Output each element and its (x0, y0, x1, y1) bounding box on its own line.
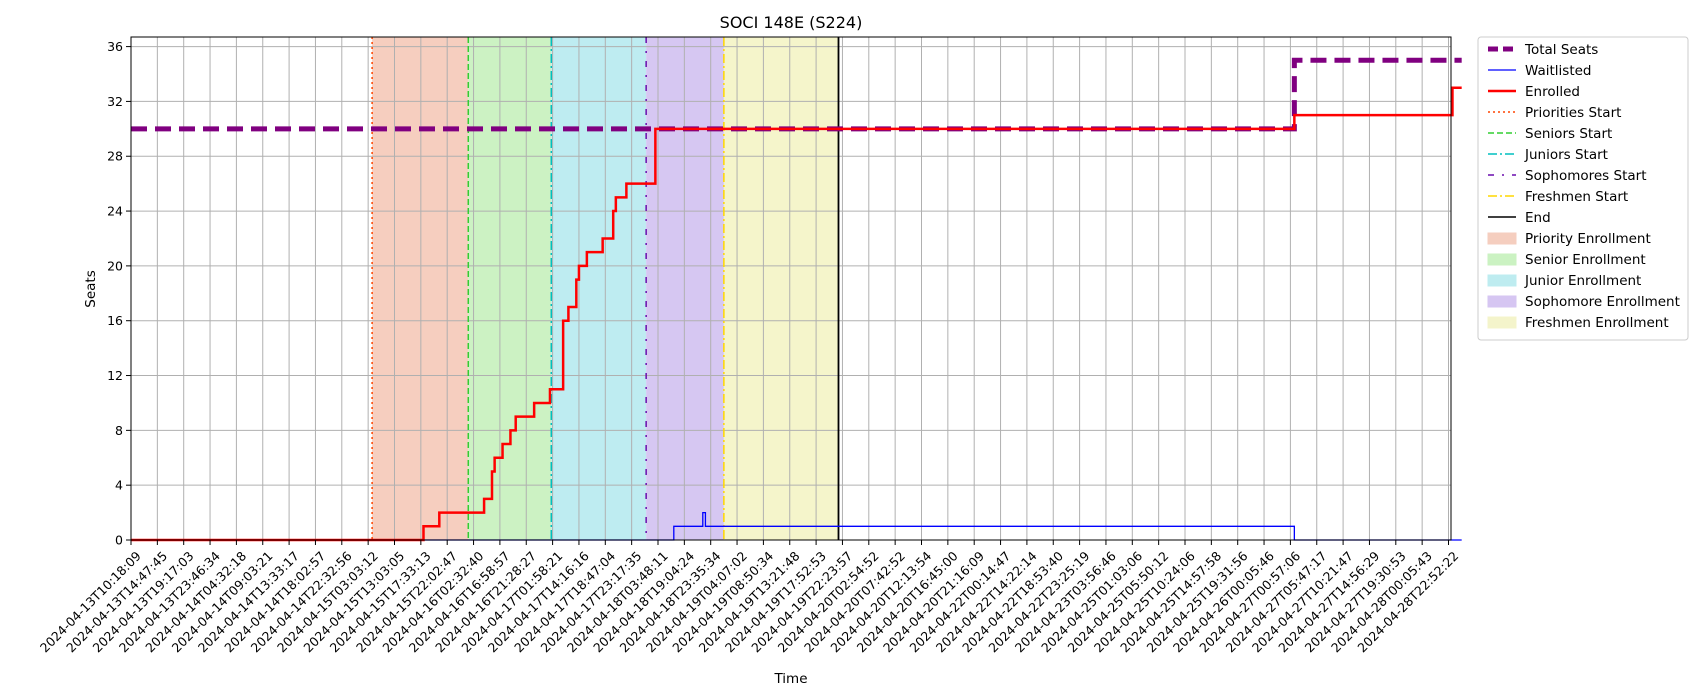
period-band-2 (551, 37, 647, 540)
legend-label-9: Priority Enrollment (1525, 231, 1651, 247)
legend-label-7: Freshmen Start (1525, 189, 1628, 205)
y-tick-label: 12 (107, 368, 123, 383)
y-tick-label: 24 (107, 204, 123, 219)
y-tick-label: 36 (107, 39, 123, 54)
legend-label-4: Seniors Start (1525, 126, 1612, 142)
legend-swatch-9 (1487, 232, 1517, 245)
legend-label-8: End (1525, 210, 1551, 226)
y-tick-label: 0 (115, 533, 123, 548)
legend-label-12: Sophomore Enrollment (1525, 294, 1680, 310)
legend-label-1: Waitlisted (1525, 63, 1592, 79)
y-tick-label: 4 (115, 478, 123, 493)
y-tick-label: 28 (107, 149, 123, 164)
legend-swatch-13 (1487, 316, 1517, 329)
period-band-4 (723, 37, 839, 540)
legend-label-2: Enrolled (1525, 84, 1580, 100)
plot-frame (130, 36, 1452, 541)
y-tick-label: 8 (115, 423, 123, 438)
series (131, 57, 1462, 542)
y-axis-title: Seats (83, 270, 99, 307)
y-tick-label: 20 (107, 258, 123, 273)
legend-label-6: Sophomores Start (1525, 168, 1647, 184)
legend-label-0: Total Seats (1524, 42, 1598, 58)
x-axis-ticks: 2024-04-13T10:18:092024-04-13T14:47:4520… (37, 540, 1461, 655)
legend-swatch-11 (1487, 274, 1517, 287)
legend-label-3: Priorities Start (1525, 105, 1621, 121)
legend-label-10: Senior Enrollment (1525, 252, 1646, 268)
legend-label-5: Juniors Start (1524, 147, 1608, 163)
legend-swatch-12 (1487, 295, 1517, 308)
series-line-2 (131, 86, 1462, 542)
period-band-0 (372, 37, 469, 540)
y-tick-label: 32 (107, 94, 123, 109)
y-tick-label: 16 (107, 313, 123, 328)
y-axis-ticks: 0 4 8 12 16 20 24 28 32 36 (107, 39, 131, 548)
x-axis-title: Time (773, 671, 807, 687)
legend-swatch-10 (1487, 253, 1517, 266)
chart-title: SOCI 148E (S224) (720, 13, 863, 32)
legend-label-13: Freshmen Enrollment (1525, 315, 1669, 331)
legend: Total Seats Waitlisted Enrolled Priorities … (1477, 36, 1689, 341)
series-line-1 (131, 511, 1462, 541)
phase-markers (371, 37, 840, 540)
legend-box (1477, 36, 1689, 341)
legend-label-11: Junior Enrollment (1524, 273, 1641, 289)
period-band-1 (468, 37, 552, 540)
grid (130, 37, 1451, 541)
